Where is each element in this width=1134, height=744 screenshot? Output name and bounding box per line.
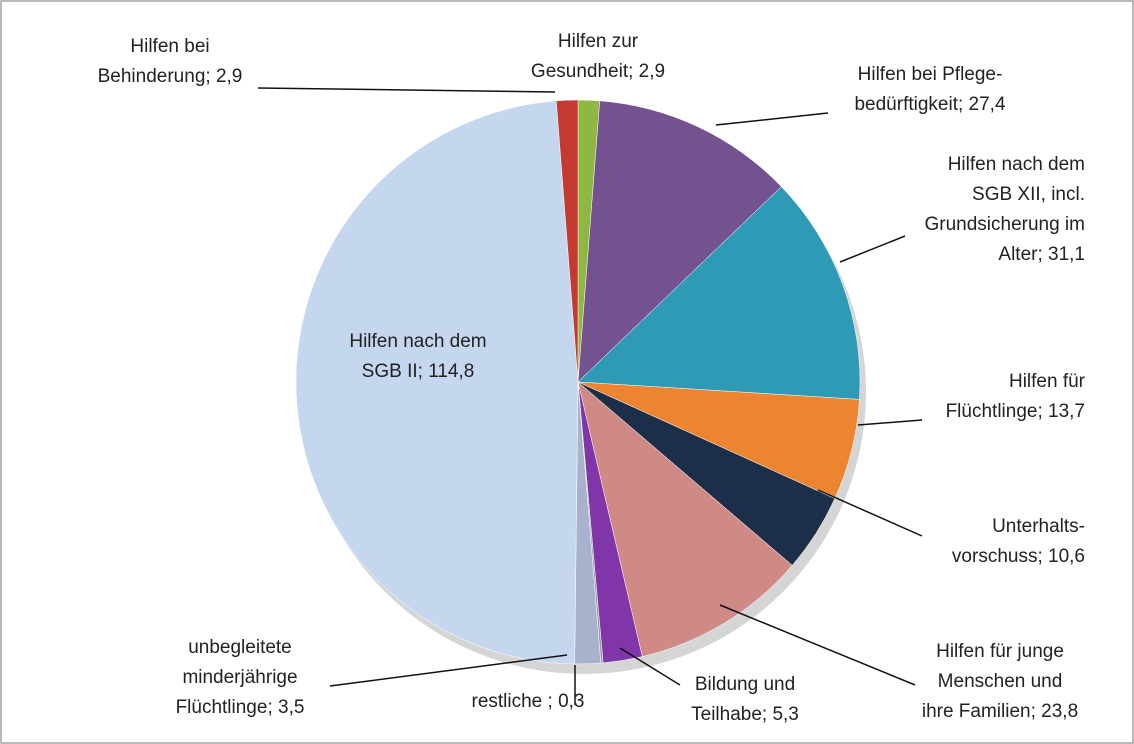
leader-line	[817, 489, 923, 537]
leader-line	[839, 235, 906, 263]
data-label: Flüchtlinge; 3,5	[176, 697, 305, 718]
leader-line	[715, 112, 829, 126]
data-label: ihre Familien; 23,8	[922, 701, 1078, 722]
leader-line	[719, 604, 916, 686]
data-label: Alter; 31,1	[998, 244, 1085, 265]
pie-slice	[577, 100, 782, 383]
data-label: bedürftigkeit; 27,4	[854, 94, 1005, 115]
pie-slice	[556, 99, 579, 383]
data-label: Bildung und	[695, 674, 795, 695]
leader-line	[619, 647, 681, 686]
data-label: SGB II; 114,8	[362, 361, 475, 382]
data-label: Hilfen für	[1009, 371, 1086, 392]
data-label: Hilfen nach dem	[349, 331, 486, 352]
data-label: Hilfen zur	[558, 31, 639, 52]
data-label: Menschen und	[938, 671, 1063, 692]
pie-slice	[577, 381, 793, 657]
leader-line	[257, 87, 556, 93]
data-label: Hilfen bei	[130, 36, 209, 57]
data-label: Flüchtlinge; 13,7	[946, 401, 1085, 422]
data-label: Unterhalts-	[992, 516, 1085, 537]
data-label: SGB XII, incl.	[972, 184, 1085, 205]
leader-line	[329, 654, 568, 687]
data-label: vorschuss; 10,6	[952, 546, 1085, 567]
pie-slice	[295, 100, 579, 665]
data-label: Hilfen bei Pflege-	[858, 64, 1003, 85]
data-label: Behinderung; 2,9	[98, 66, 243, 87]
data-label: Hilfen für junge	[936, 641, 1064, 662]
data-label: Teilhabe; 5,3	[691, 704, 799, 725]
data-label: minderjährige	[182, 667, 297, 688]
data-label: Gesundheit; 2,9	[531, 61, 665, 82]
pie-slice	[577, 186, 861, 400]
leader-line	[857, 419, 923, 426]
data-label: unbegleitete	[188, 637, 292, 658]
data-label: Hilfen nach dem	[948, 154, 1085, 175]
data-label: Grundsicherung im	[924, 214, 1085, 235]
data-label: restliche ; 0,3	[472, 691, 585, 712]
